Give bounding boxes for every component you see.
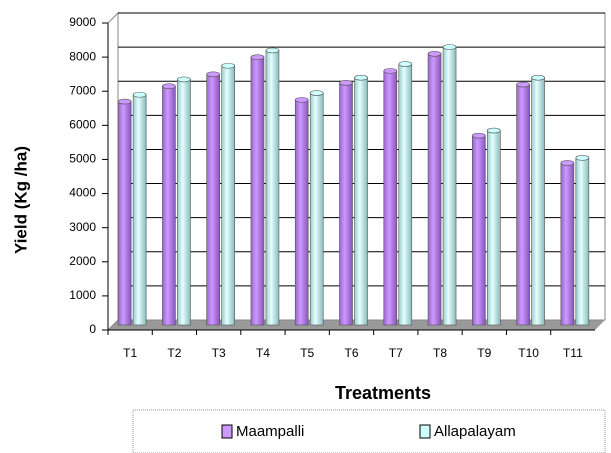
x-tick-label: T7 xyxy=(389,346,403,360)
y-tick-label: 7000 xyxy=(69,83,96,97)
y-tick-label: 5000 xyxy=(69,152,96,166)
bar-top xyxy=(516,81,530,88)
bar-top xyxy=(294,97,309,103)
bar xyxy=(132,94,147,326)
bar-top xyxy=(427,51,442,57)
y-tick-label: 6000 xyxy=(69,118,96,132)
bar-top xyxy=(221,62,235,69)
side-wall xyxy=(107,11,119,332)
bar xyxy=(265,50,280,326)
x-tick-label: T8 xyxy=(433,346,447,360)
y-tick-label: 1000 xyxy=(69,288,96,302)
x-tick-label: T6 xyxy=(344,346,358,360)
y-tick-label: 8000 xyxy=(69,49,96,63)
bar-top xyxy=(398,61,413,67)
x-tick-label: T4 xyxy=(256,346,270,360)
bar-top xyxy=(309,90,324,96)
y-tick-label: 4000 xyxy=(69,186,96,200)
y-tick-label: 9000 xyxy=(69,15,96,29)
bar-top xyxy=(339,80,353,86)
y-axis-title: Yield (Kg /ha) xyxy=(11,146,30,254)
x-tick-label: T11 xyxy=(563,346,583,360)
bar-top xyxy=(250,54,265,61)
bar xyxy=(354,77,368,326)
bar xyxy=(383,70,398,326)
legend-swatch xyxy=(221,424,233,439)
bar xyxy=(177,79,191,326)
bar-top xyxy=(354,74,368,81)
bar xyxy=(221,65,235,326)
bar xyxy=(531,77,545,326)
bar xyxy=(339,82,353,326)
bar xyxy=(575,157,590,326)
bar-top xyxy=(132,91,147,98)
bar xyxy=(309,92,324,326)
bar-top xyxy=(442,44,457,50)
bar-top xyxy=(531,74,545,81)
x-tick-label: T10 xyxy=(518,346,539,360)
bar xyxy=(427,53,442,326)
x-tick-label: T1 xyxy=(123,346,137,360)
bar xyxy=(117,101,132,326)
bar xyxy=(442,46,457,326)
legend-label: Allapalayam xyxy=(434,423,516,440)
bar xyxy=(294,99,309,326)
legend-box xyxy=(132,409,606,453)
bar xyxy=(560,162,575,326)
x-tick-label: T3 xyxy=(212,346,226,360)
bar xyxy=(472,135,486,326)
bar-top xyxy=(383,68,398,74)
x-tick-label: T5 xyxy=(300,346,314,360)
bar-top xyxy=(117,98,132,105)
bar xyxy=(206,73,220,326)
bar-top xyxy=(206,71,220,78)
x-axis-title: Treatments xyxy=(335,383,431,403)
x-tick-label: T2 xyxy=(167,346,181,360)
bar-top xyxy=(162,83,176,90)
bar xyxy=(487,130,501,326)
bar-top xyxy=(560,160,575,166)
bar-top xyxy=(472,132,486,139)
y-tick-label: 2000 xyxy=(69,254,96,268)
bar xyxy=(250,56,265,326)
y-tick-label: 0 xyxy=(89,322,96,336)
bar-top xyxy=(575,155,590,161)
bar xyxy=(516,84,530,326)
legend-label: Maampalli xyxy=(236,423,304,440)
bar-top xyxy=(487,127,501,134)
bar xyxy=(398,63,413,326)
legend-swatch xyxy=(419,424,431,439)
bar-top xyxy=(177,76,191,83)
y-tick-label: 3000 xyxy=(69,220,96,234)
bar-top xyxy=(265,47,280,54)
x-tick-label: T9 xyxy=(477,346,491,360)
bar xyxy=(162,85,176,326)
